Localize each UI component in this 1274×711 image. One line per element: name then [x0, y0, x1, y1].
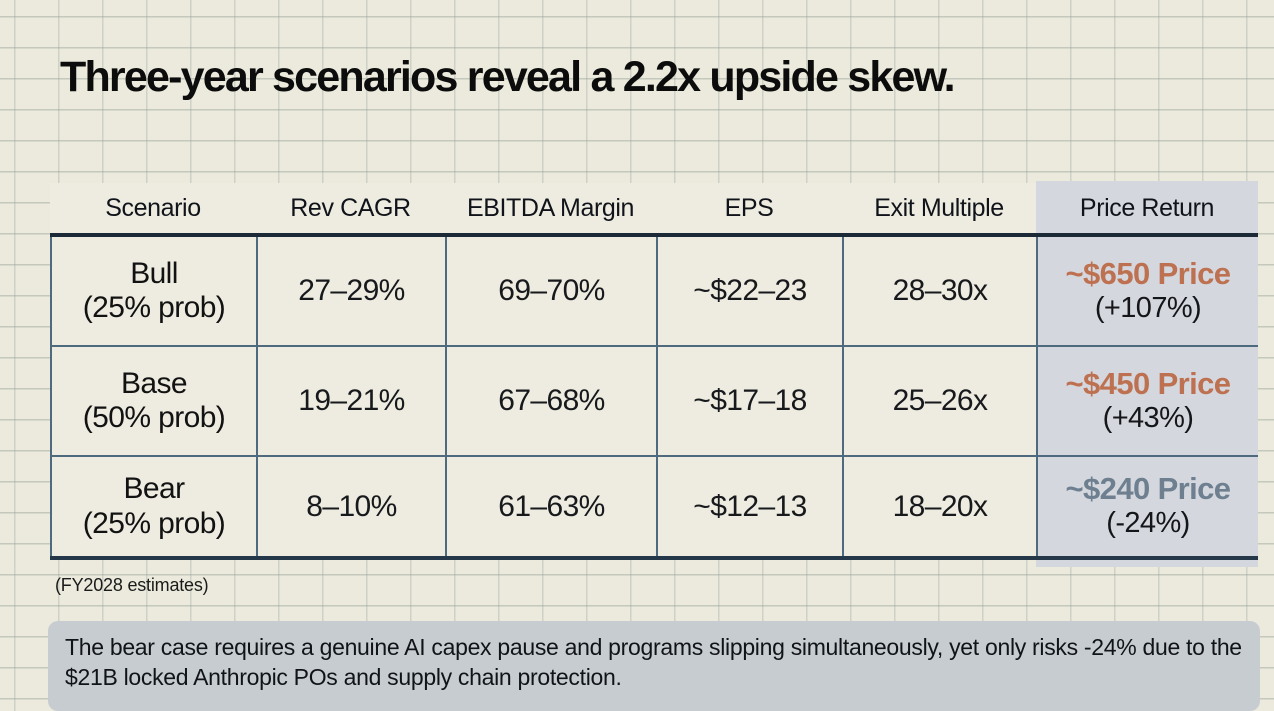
scenario-name: Bear	[123, 472, 186, 505]
scenario-probability: (50% prob)	[82, 401, 226, 434]
cell-rev-cagr: 8–10%	[256, 457, 445, 556]
column-header-price-return: Price Return	[1036, 183, 1258, 233]
scenario-probability: (25% prob)	[82, 506, 226, 540]
column-header-eps: EPS	[656, 183, 842, 233]
column-header-rev-cagr: Rev CAGR	[256, 183, 445, 233]
cell-eps: ~$22–23	[656, 237, 842, 345]
table-row-bull: Bull (25% prob) 27–29% 69–70% ~$22–23 28…	[50, 237, 1258, 347]
cell-eps: ~$17–18	[656, 347, 842, 455]
cell-price-return: ~$450 Price (+43%)	[1036, 347, 1258, 455]
cell-scenario: Bull (25% prob)	[50, 237, 256, 345]
bear-case-note: The bear case requires a genuine AI cape…	[48, 621, 1260, 711]
table-row-bear: Bear (25% prob) 8–10% 61–63% ~$12–13 18–…	[50, 457, 1258, 560]
price-return-pct: (+107%)	[1094, 291, 1202, 324]
column-header-exit-multiple: Exit Multiple	[842, 183, 1036, 233]
price-return-pct: (+43%)	[1102, 401, 1194, 434]
cell-rev-cagr: 19–21%	[256, 347, 445, 455]
column-header-ebitda-margin: EBITDA Margin	[445, 183, 656, 233]
price-target: ~$450 Price	[1065, 365, 1232, 401]
cell-exit-multiple: 18–20x	[842, 457, 1036, 556]
footnote-fy2028: (FY2028 estimates)	[55, 575, 209, 595]
scenario-probability: (25% prob)	[82, 291, 226, 324]
cell-scenario: Base (50% prob)	[50, 347, 256, 455]
cell-ebitda-margin: 61–63%	[445, 457, 656, 556]
table-row-base: Base (50% prob) 19–21% 67–68% ~$17–18 25…	[50, 347, 1258, 457]
cell-price-return: ~$650 Price (+107%)	[1036, 237, 1258, 345]
table-header-row: Scenario Rev CAGR EBITDA Margin EPS Exit…	[50, 183, 1258, 237]
column-header-scenario: Scenario	[50, 183, 256, 233]
cell-ebitda-margin: 67–68%	[445, 347, 656, 455]
cell-ebitda-margin: 69–70%	[445, 237, 656, 345]
cell-scenario: Bear (25% prob)	[50, 457, 256, 556]
cell-eps: ~$12–13	[656, 457, 842, 556]
price-return-pct: (-24%)	[1106, 507, 1190, 540]
scenario-table: Scenario Rev CAGR EBITDA Margin EPS Exit…	[50, 181, 1258, 567]
scenario-name: Bull	[130, 256, 178, 290]
price-target: ~$650 Price	[1065, 255, 1232, 291]
cell-exit-multiple: 28–30x	[842, 237, 1036, 345]
price-target: ~$240 Price	[1065, 471, 1232, 507]
cell-price-return: ~$240 Price (-24%)	[1036, 457, 1258, 556]
cell-rev-cagr: 27–29%	[256, 237, 445, 345]
cell-exit-multiple: 25–26x	[842, 347, 1036, 455]
page-title: Three-year scenarios reveal a 2.2x upsid…	[60, 52, 956, 101]
scenario-name: Base	[121, 366, 188, 400]
